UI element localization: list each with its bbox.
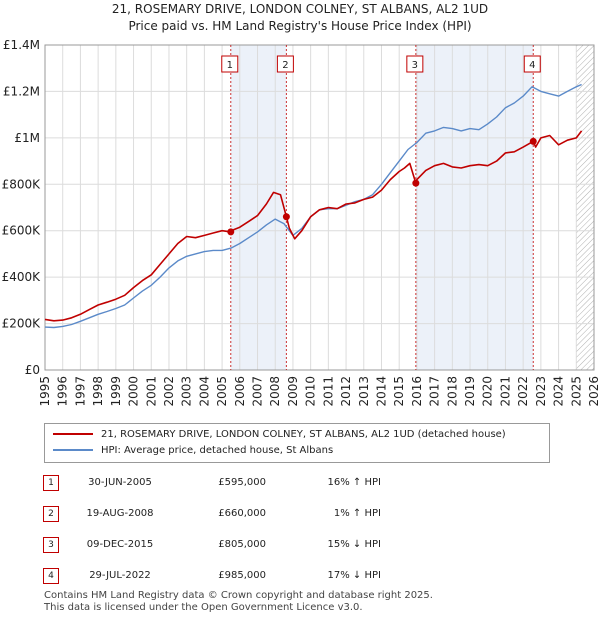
price-chart: £0 £200K £400K £600K £800K £1M £1.2M £1.4M 1995 1… bbox=[2, 38, 600, 407]
x-tick-label: 2024 bbox=[552, 376, 566, 407]
sale-hpi: 15% ↓ HPI bbox=[327, 539, 381, 550]
x-tick-label: 2019 bbox=[463, 376, 477, 407]
sale-price: £985,000 bbox=[218, 570, 266, 581]
sale-number-box bbox=[406, 55, 424, 73]
sale-hpi: 17% ↓ HPI bbox=[327, 570, 381, 581]
x-tick-label: 2013 bbox=[357, 376, 371, 407]
footer-copyright: Contains HM Land Registry data © Crown c… bbox=[44, 590, 433, 601]
shaded-range-1 bbox=[230, 45, 287, 370]
table-row: 2 19-AUG-2008 £660,000 1% ↑ HPI bbox=[0, 505, 600, 525]
x-tick-label: 2015 bbox=[392, 376, 406, 407]
x-tick-label: 1999 bbox=[109, 376, 123, 407]
y-tick-label: £400K bbox=[2, 270, 42, 284]
table-row: 1 30-JUN-2005 £595,000 16% ↑ HPI bbox=[0, 474, 600, 494]
legend-swatch-property bbox=[53, 433, 93, 435]
x-tick-label: 2006 bbox=[233, 376, 247, 407]
sale-point bbox=[227, 228, 235, 236]
legend-label-property: 21, ROSEMARY DRIVE, LONDON COLNEY, ST AL… bbox=[101, 429, 506, 440]
sale-number-box bbox=[221, 55, 239, 73]
sale-point bbox=[412, 179, 420, 187]
shaded-range-2 bbox=[415, 45, 534, 370]
sale-hpi: 16% ↑ HPI bbox=[327, 477, 381, 488]
y-tick-label: £1M bbox=[14, 131, 40, 145]
x-tick-label: 2009 bbox=[286, 376, 300, 407]
x-tick-label: 2020 bbox=[481, 376, 495, 407]
y-tick-label: £800K bbox=[2, 177, 42, 191]
sale-date: 29-JUL-2022 bbox=[89, 570, 151, 581]
sale-number-label: 1 bbox=[227, 60, 233, 71]
x-tick-label: 2026 bbox=[587, 376, 600, 407]
chart-subtitle: Price paid vs. HM Land Registry's House … bbox=[128, 19, 472, 33]
x-tick-label: 2011 bbox=[321, 376, 335, 407]
x-tick-label: 2010 bbox=[304, 376, 318, 407]
x-tick-label: 2025 bbox=[569, 376, 583, 407]
x-tick-label: 2018 bbox=[445, 376, 459, 407]
y-tick-label: £200K bbox=[2, 317, 42, 331]
x-tick-label: 1995 bbox=[38, 376, 52, 407]
x-tick-label: 2004 bbox=[197, 376, 211, 407]
x-tick-label: 2014 bbox=[374, 376, 388, 407]
x-tick-label: 2002 bbox=[162, 376, 176, 407]
x-tick-label: 1997 bbox=[73, 376, 87, 407]
sale-badge: 2 bbox=[43, 506, 59, 522]
x-tick-label: 2012 bbox=[339, 376, 353, 407]
x-tick-label: 1996 bbox=[56, 376, 70, 407]
sale-number-label: 2 bbox=[282, 60, 288, 71]
sale-date: 30-JUN-2005 bbox=[88, 477, 152, 488]
sale-number-label: 4 bbox=[529, 60, 535, 71]
legend-item-hpi: HPI: Average price, detached house, St A… bbox=[53, 443, 333, 459]
sale-badge: 4 bbox=[43, 568, 59, 584]
y-tick-label: £1.4M bbox=[3, 38, 40, 52]
sale-badge: 3 bbox=[43, 537, 59, 553]
sale-price: £805,000 bbox=[218, 539, 266, 550]
x-tick-label: 2007 bbox=[251, 376, 265, 407]
sale-point bbox=[282, 213, 290, 221]
x-tick-label: 2005 bbox=[215, 376, 229, 407]
sale-number-box bbox=[523, 55, 541, 73]
x-tick-label: 2022 bbox=[516, 376, 530, 407]
x-tick-label: 2023 bbox=[534, 376, 548, 407]
x-tick-label: 2000 bbox=[127, 376, 141, 407]
y-tick-label: £0 bbox=[25, 363, 40, 377]
legend-swatch-hpi bbox=[53, 449, 93, 451]
y-tick-label: £1.2M bbox=[3, 84, 40, 98]
plot-frame bbox=[44, 44, 595, 371]
legend-item-property: 21, ROSEMARY DRIVE, LONDON COLNEY, ST AL… bbox=[53, 427, 506, 443]
sale-date: 09-DEC-2015 bbox=[86, 539, 154, 550]
table-row: 4 29-JUL-2022 £985,000 17% ↓ HPI bbox=[0, 567, 600, 587]
sale-number-box bbox=[276, 55, 294, 73]
x-tick-label: 2003 bbox=[180, 376, 194, 407]
sale-point bbox=[529, 137, 537, 145]
forecast-hatch bbox=[576, 45, 594, 370]
sale-date: 19-AUG-2008 bbox=[86, 508, 154, 519]
sale-price: £660,000 bbox=[218, 508, 266, 519]
x-tick-label: 2017 bbox=[428, 376, 442, 407]
x-tick-label: 2001 bbox=[144, 376, 158, 407]
x-tick-label: 2008 bbox=[268, 376, 282, 407]
sale-price: £595,000 bbox=[218, 477, 266, 488]
x-tick-label: 2021 bbox=[498, 376, 512, 407]
x-tick-label: 2016 bbox=[410, 376, 424, 407]
chart-title: 21, ROSEMARY DRIVE, LONDON COLNEY, ST AL… bbox=[111, 2, 489, 16]
sale-badge: 1 bbox=[43, 475, 59, 491]
series-line-property bbox=[44, 130, 583, 322]
footer-licence: This data is licensed under the Open Gov… bbox=[44, 602, 363, 613]
table-row: 3 09-DEC-2015 £805,000 15% ↓ HPI bbox=[0, 536, 600, 556]
legend-label-hpi: HPI: Average price, detached house, St A… bbox=[101, 445, 334, 456]
sale-number-label: 3 bbox=[412, 60, 418, 71]
x-tick-label: 1998 bbox=[91, 376, 105, 407]
y-tick-label: £600K bbox=[2, 224, 42, 238]
sale-hpi: 1% ↑ HPI bbox=[333, 508, 381, 519]
legend: 21, ROSEMARY DRIVE, LONDON COLNEY, ST AL… bbox=[44, 423, 550, 463]
